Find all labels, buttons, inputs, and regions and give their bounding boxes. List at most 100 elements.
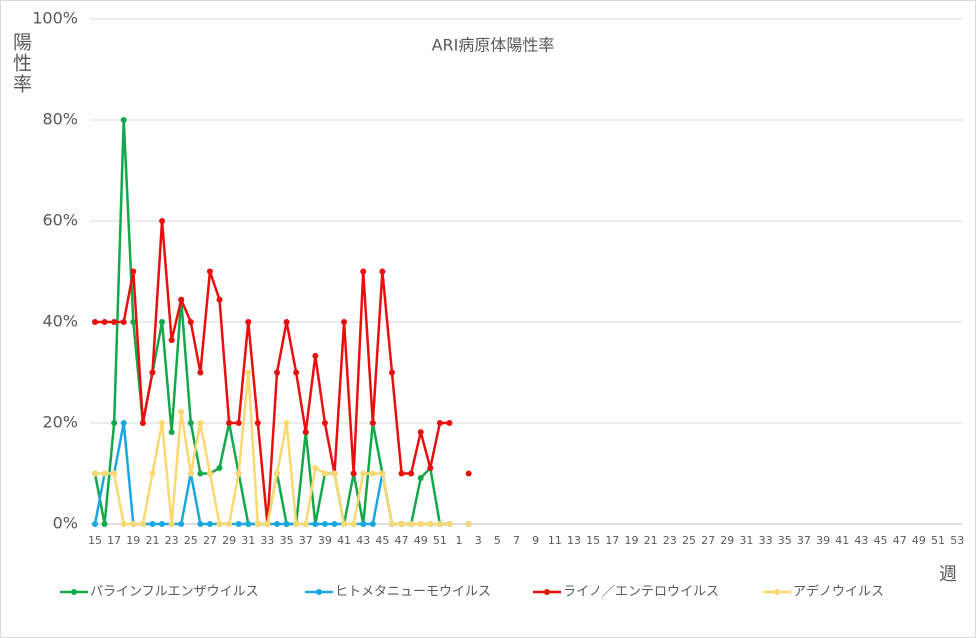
point <box>197 521 204 527</box>
x-tick-label: 33 <box>260 534 274 547</box>
point <box>312 464 319 471</box>
x-axis-label: 週 <box>939 564 957 585</box>
point <box>321 420 328 426</box>
point <box>111 319 118 325</box>
point <box>187 470 194 477</box>
x-tick-label: 15 <box>88 534 102 547</box>
y-tick-label: 80% <box>42 110 78 129</box>
point <box>111 420 118 426</box>
point <box>427 464 434 471</box>
point <box>216 521 223 527</box>
point <box>226 521 233 527</box>
legend-marker <box>71 589 77 595</box>
y-axis-label: 陽性率 <box>10 32 32 95</box>
point <box>312 521 319 527</box>
point <box>293 369 300 376</box>
x-tick-label: 49 <box>912 534 926 547</box>
point <box>350 521 357 527</box>
point <box>360 268 367 275</box>
point <box>417 521 424 527</box>
point <box>206 521 213 527</box>
point <box>446 420 453 426</box>
legend-marker <box>774 589 780 595</box>
x-tick-label: 31 <box>241 534 255 547</box>
point <box>388 521 395 527</box>
point <box>235 521 242 527</box>
point <box>408 470 415 477</box>
point <box>264 521 271 527</box>
point <box>369 470 376 477</box>
point <box>360 470 367 477</box>
point <box>206 268 213 275</box>
point <box>302 429 309 436</box>
point <box>159 420 166 426</box>
point <box>254 420 261 426</box>
point <box>369 420 376 426</box>
point <box>149 369 156 376</box>
x-tick-label: 41 <box>337 534 351 547</box>
point <box>379 470 386 477</box>
point <box>149 470 156 477</box>
point <box>216 464 223 471</box>
point <box>178 408 185 415</box>
x-tick-label: 21 <box>145 534 159 547</box>
x-tick-label: 35 <box>778 534 792 547</box>
point <box>101 470 108 477</box>
point <box>436 420 443 426</box>
point <box>139 521 146 527</box>
x-tick-label: 47 <box>395 534 409 547</box>
x-tick-label: 25 <box>682 534 696 547</box>
legend-label: ライノ／エンテロウイルス <box>563 585 719 600</box>
point <box>321 470 328 477</box>
point <box>417 429 424 436</box>
legend-marker <box>544 589 550 595</box>
x-tick-label: 31 <box>739 534 753 547</box>
point <box>398 470 405 477</box>
point <box>130 319 137 325</box>
point <box>235 470 242 477</box>
point <box>446 521 453 527</box>
point <box>120 420 127 426</box>
x-tick-label: 29 <box>720 534 734 547</box>
point <box>350 470 357 477</box>
x-tick-label: 13 <box>567 534 581 547</box>
point <box>388 369 395 376</box>
point <box>274 521 281 527</box>
point <box>159 521 166 527</box>
point <box>159 319 166 325</box>
series-line <box>94 219 450 526</box>
x-tick-label: 51 <box>433 534 447 547</box>
point <box>206 470 213 477</box>
x-tick-label: 19 <box>126 534 140 547</box>
x-tick-label: 27 <box>203 534 217 547</box>
point <box>465 470 472 477</box>
x-tick-label: 25 <box>184 534 198 547</box>
x-tick-label: 29 <box>222 534 236 547</box>
x-tick-label: 45 <box>874 534 888 547</box>
x-tick-label: 35 <box>280 534 294 547</box>
x-tick-label: 47 <box>893 534 907 547</box>
x-tick-label: 11 <box>548 534 562 547</box>
point <box>168 337 175 344</box>
point <box>360 521 367 527</box>
x-tick-label: 5 <box>494 534 501 547</box>
point <box>130 521 137 527</box>
point <box>91 470 98 477</box>
point <box>436 521 443 527</box>
point <box>341 521 348 527</box>
x-tick-label: 19 <box>624 534 638 547</box>
point <box>120 117 127 123</box>
point <box>101 521 108 527</box>
point <box>274 369 281 376</box>
point <box>91 319 98 325</box>
point <box>293 521 300 527</box>
x-tick-label: 21 <box>644 534 658 547</box>
x-tick-label: 27 <box>701 534 715 547</box>
x-tick-label: 43 <box>854 534 868 547</box>
series-line <box>94 371 450 526</box>
point <box>91 521 98 527</box>
point <box>427 521 434 527</box>
point <box>245 521 252 527</box>
point <box>178 296 185 303</box>
